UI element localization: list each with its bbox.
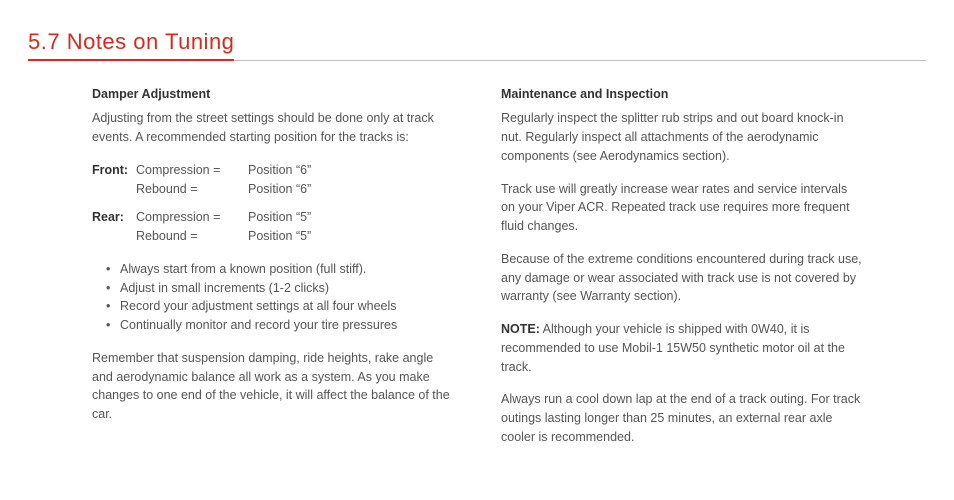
label-empty (92, 180, 136, 199)
bullet-icon: • (106, 260, 120, 279)
setting-key: Rebound = (136, 180, 248, 199)
setting-value: Position “5” (248, 227, 311, 246)
setting-row: Rebound = Position “5” (92, 227, 453, 246)
bullet-text: Adjust in small increments (1-2 clicks) (120, 279, 329, 298)
setting-row: Rear: Compression = Position “5” (92, 208, 453, 227)
bullet-text: Record your adjustment settings at all f… (120, 297, 397, 316)
damper-heading: Damper Adjustment (92, 85, 453, 104)
damper-closing: Remember that suspension damping, ride h… (92, 349, 453, 424)
maintenance-p2: Track use will greatly increase wear rat… (501, 180, 862, 236)
section-title: 5.7 Notes on Tuning (28, 28, 234, 61)
setting-value: Position “6” (248, 161, 311, 180)
bullet-icon: • (106, 297, 120, 316)
setting-row: Front: Compression = Position “6” (92, 161, 453, 180)
left-column: Damper Adjustment Adjusting from the str… (92, 85, 453, 461)
damper-settings: Front: Compression = Position “6” Reboun… (92, 161, 453, 246)
list-item: •Record your adjustment settings at all … (106, 297, 453, 316)
list-item: •Adjust in small increments (1-2 clicks) (106, 279, 453, 298)
damper-bullets: •Always start from a known position (ful… (92, 260, 453, 335)
maintenance-note: NOTE: Although your vehicle is shipped w… (501, 320, 862, 376)
title-rule: 5.7 Notes on Tuning (28, 28, 926, 61)
note-text: Although your vehicle is shipped with 0W… (501, 322, 845, 374)
rear-settings: Rear: Compression = Position “5” Rebound… (92, 208, 453, 246)
setting-key: Compression = (136, 161, 248, 180)
columns: Damper Adjustment Adjusting from the str… (28, 85, 926, 461)
setting-value: Position “6” (248, 180, 311, 199)
setting-row: Rebound = Position “6” (92, 180, 453, 199)
label-empty (92, 227, 136, 246)
list-item: •Continually monitor and record your tir… (106, 316, 453, 335)
bullet-text: Always start from a known position (full… (120, 260, 366, 279)
setting-value: Position “5” (248, 208, 311, 227)
maintenance-heading: Maintenance and Inspection (501, 85, 862, 104)
setting-key: Compression = (136, 208, 248, 227)
maintenance-p3: Because of the extreme conditions encoun… (501, 250, 862, 306)
note-label: NOTE: (501, 322, 540, 336)
maintenance-p5: Always run a cool down lap at the end of… (501, 390, 862, 446)
maintenance-p1: Regularly inspect the splitter rub strip… (501, 109, 862, 165)
bullet-icon: • (106, 316, 120, 335)
page: 5.7 Notes on Tuning Damper Adjustment Ad… (0, 0, 954, 500)
damper-intro: Adjusting from the street settings shoul… (92, 109, 453, 147)
front-settings: Front: Compression = Position “6” Reboun… (92, 161, 453, 199)
rear-label: Rear: (92, 208, 136, 227)
setting-key: Rebound = (136, 227, 248, 246)
bullet-icon: • (106, 279, 120, 298)
bullet-text: Continually monitor and record your tire… (120, 316, 397, 335)
right-column: Maintenance and Inspection Regularly ins… (501, 85, 862, 461)
front-label: Front: (92, 161, 136, 180)
list-item: •Always start from a known position (ful… (106, 260, 453, 279)
